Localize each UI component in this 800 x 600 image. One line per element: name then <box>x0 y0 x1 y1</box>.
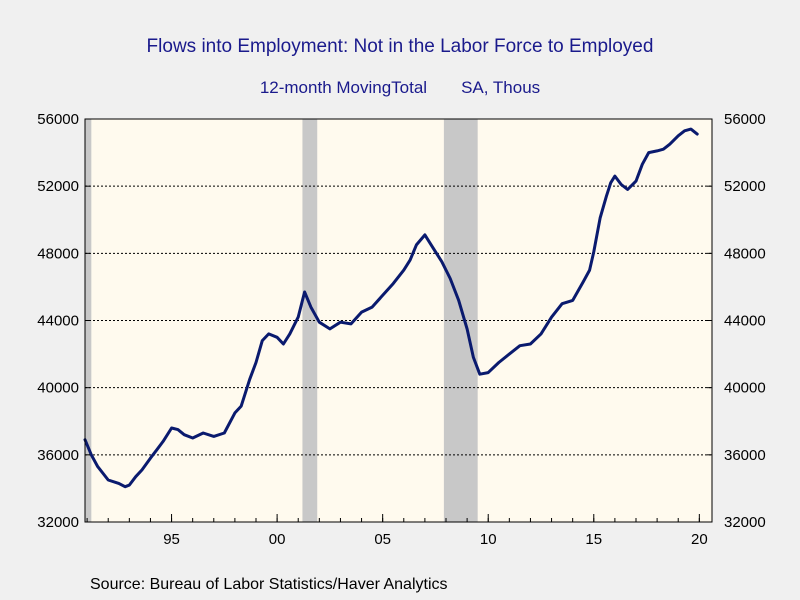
ytick-label-left: 32000 <box>37 514 79 531</box>
ytick-label-right: 44000 <box>724 313 766 330</box>
recession-band-2 <box>443 119 478 522</box>
xtick-label: 00 <box>269 531 286 548</box>
chart-source: Source: Bureau of Labor Statistics/Haver… <box>90 576 448 593</box>
xtick-label: 20 <box>691 531 708 548</box>
ytick-label-right: 52000 <box>724 178 766 195</box>
xtick-label: 15 <box>585 531 602 548</box>
chart-title: Flows into Employment: Not in the Labor … <box>146 36 654 57</box>
ytick-label-left: 48000 <box>37 245 79 262</box>
xtick-label: 05 <box>374 531 391 548</box>
subtitle-right: SA, Thous <box>461 78 541 97</box>
ytick-label-right: 56000 <box>724 111 766 128</box>
subtitle-left: 12-month MovingTotal <box>259 78 428 97</box>
ytick-label-left: 56000 <box>37 111 79 128</box>
ytick-label-right: 36000 <box>724 447 766 464</box>
ytick-label-right: 40000 <box>724 380 766 397</box>
chart-subtitle: 12-month MovingTotal SA, Thous <box>0 78 800 98</box>
ytick-label-left: 40000 <box>37 380 79 397</box>
ytick-label-left: 44000 <box>37 313 79 330</box>
ytick-label-right: 48000 <box>724 245 766 262</box>
series-line <box>83 127 699 489</box>
axes: 32000 32000 36000 36000 40000 40000 44000 44000… <box>37 111 765 548</box>
gridlines <box>85 185 712 456</box>
ytick-label-left: 52000 <box>37 178 79 195</box>
ytick-label-left: 36000 <box>37 447 79 464</box>
ytick-label-right: 32000 <box>724 514 766 531</box>
xtick-label: 10 <box>480 531 497 548</box>
xtick-label: 95 <box>163 531 180 548</box>
